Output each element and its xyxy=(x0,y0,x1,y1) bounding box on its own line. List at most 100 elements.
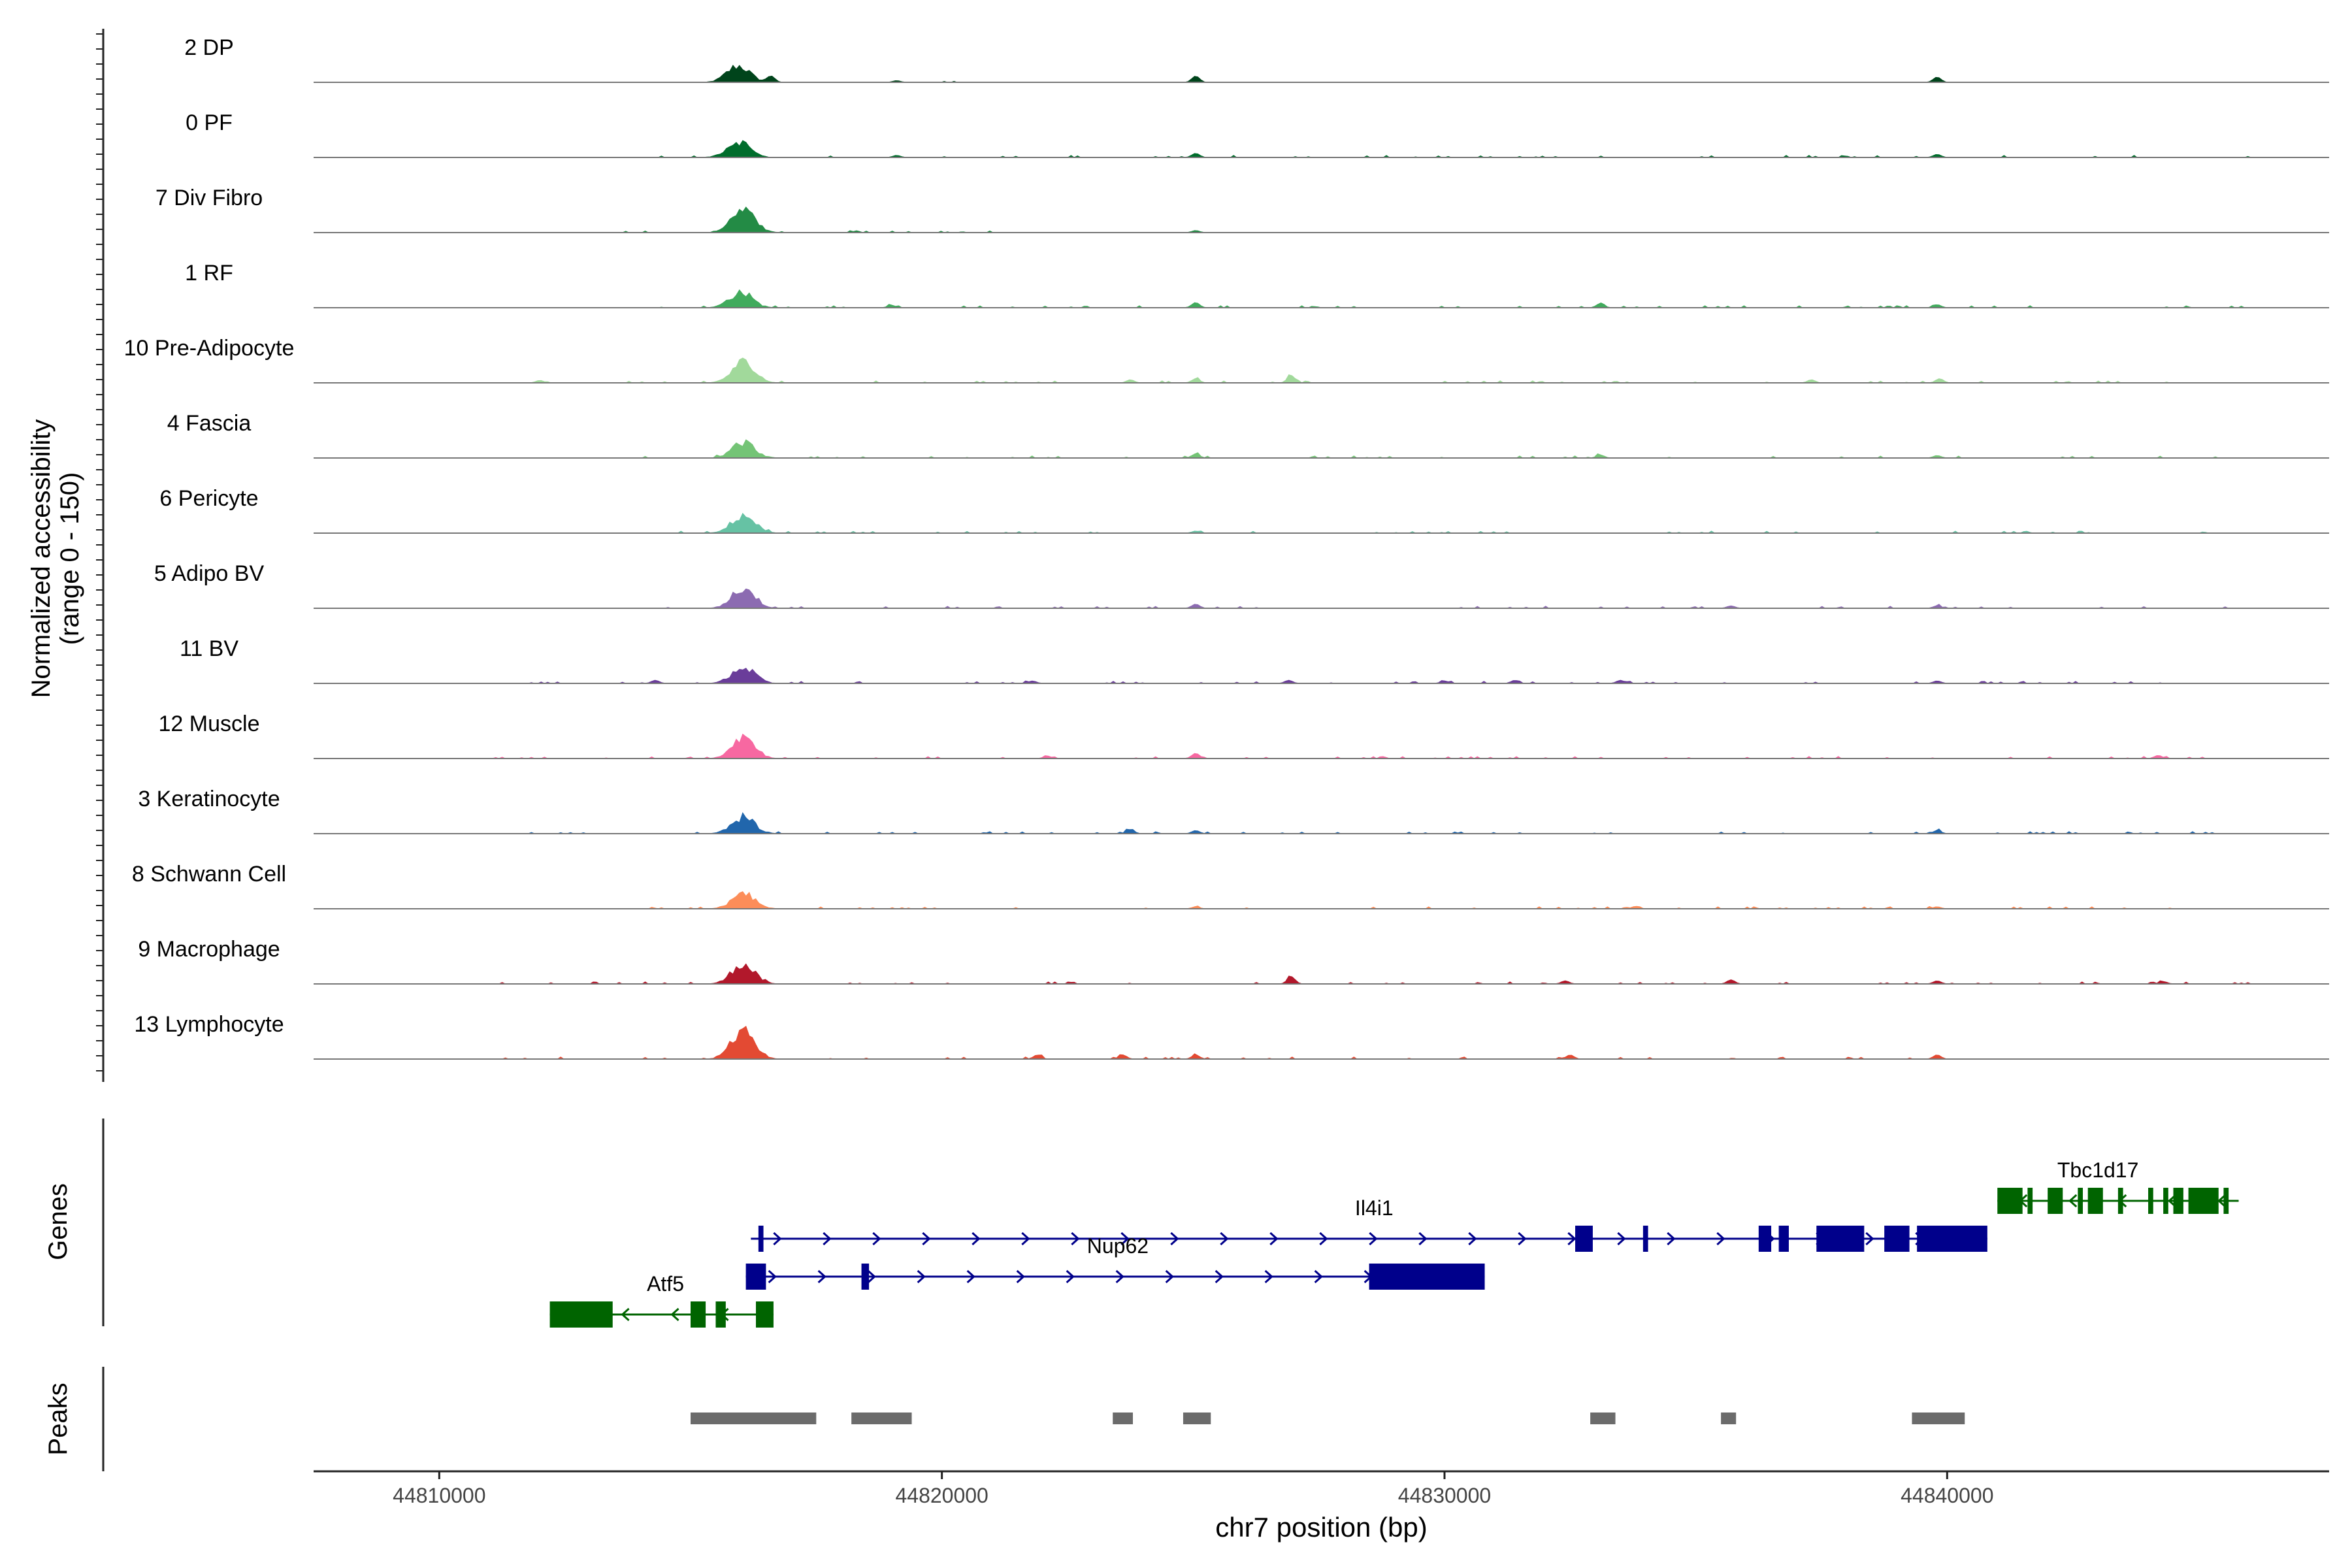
track-label: 11 BV xyxy=(180,636,238,661)
strand-arrow-icon xyxy=(1115,1269,1124,1284)
y-axis-label: Normalized accessibility xyxy=(27,419,56,698)
strand-arrow-icon xyxy=(1468,1232,1477,1246)
x-axis: 44810000 44820000 44830000 44840000 chr7 pos… xyxy=(314,1470,2329,1543)
genes-panel-label: Genes xyxy=(44,1183,73,1260)
coverage-tracks: 2 DP 0 PF 7 Div Fibro 1 RF 10 Pre-Adipocyte 4… xyxy=(124,35,2329,1060)
track-label: 2 DP xyxy=(184,35,234,60)
coverage-area xyxy=(314,140,2329,158)
coverage-area xyxy=(314,668,2329,684)
coverage-area xyxy=(314,733,2329,759)
track-1-rf: 1 RF xyxy=(185,261,2329,308)
track-label: 12 Muscle xyxy=(159,711,260,736)
gene-exon xyxy=(1816,1226,1865,1252)
track-label: 4 Fascia xyxy=(167,411,252,436)
strand-arrow-icon xyxy=(1264,1269,1273,1284)
strand-arrow-icon xyxy=(872,1232,881,1246)
coverage-area xyxy=(314,439,2329,459)
gene-exon xyxy=(2163,1188,2168,1214)
strand-arrow-icon xyxy=(773,1232,782,1246)
coverage-area xyxy=(314,1026,2329,1060)
gene-exon xyxy=(1997,1188,2023,1214)
gene-exon xyxy=(861,1264,870,1290)
gene-exon xyxy=(745,1264,766,1290)
strand-arrow-icon xyxy=(823,1232,832,1246)
peaks-panel xyxy=(690,1413,1965,1424)
strand-arrow-icon xyxy=(1518,1232,1527,1246)
peak-region xyxy=(1183,1413,1211,1424)
peak-region xyxy=(1590,1413,1616,1424)
gene-exon xyxy=(756,1301,774,1328)
track-label: 10 Pre-Adipocyte xyxy=(124,336,295,361)
track-5-adipo-bv: 5 Adipo BV xyxy=(154,561,2329,609)
track-label: 1 RF xyxy=(185,261,233,286)
strand-arrow-icon xyxy=(966,1269,975,1284)
gene-tbc1d17: Tbc1d17 xyxy=(1997,1158,2239,1214)
track-0-pf: 0 PF xyxy=(186,110,2329,158)
peak-region xyxy=(1113,1413,1134,1424)
gene-exon xyxy=(1642,1226,1648,1252)
strand-arrow-icon xyxy=(621,1307,630,1322)
track-6-pericyte: 6 Pericyte xyxy=(159,486,2329,534)
gene-exon xyxy=(1884,1226,1910,1252)
gene-exon xyxy=(1575,1226,1593,1252)
peak-region xyxy=(851,1413,912,1424)
strand-arrow-icon xyxy=(1120,1232,1130,1246)
track-label: 0 PF xyxy=(186,110,233,135)
coverage-area xyxy=(314,65,2329,83)
coverage-area xyxy=(314,811,2329,834)
gene-il4i1: Il4i1 xyxy=(751,1196,1987,1252)
strand-arrow-icon xyxy=(1418,1232,1428,1246)
gene-exon xyxy=(715,1301,726,1328)
coverage-area xyxy=(314,588,2329,609)
gene-exon xyxy=(2048,1188,2063,1214)
strand-arrow-icon xyxy=(2217,1194,2227,1208)
gene-exon xyxy=(1778,1226,1789,1252)
track-label: 9 Macrophage xyxy=(138,937,280,962)
x-tick-label: 44820000 xyxy=(895,1484,988,1507)
gene-exon xyxy=(1758,1226,1772,1252)
y-axis-ticks xyxy=(96,33,103,1071)
gene-label: Atf5 xyxy=(647,1272,684,1296)
track-label: 3 Keratinocyte xyxy=(138,787,280,811)
strand-arrow-icon xyxy=(2068,1194,2078,1208)
gene-exon xyxy=(549,1301,613,1328)
y-axis-label-range: (range 0 - 150) xyxy=(56,472,84,645)
coverage-area xyxy=(314,357,2329,384)
gene-exon xyxy=(2078,1188,2083,1214)
strand-arrow-icon xyxy=(1667,1232,1676,1246)
strand-arrow-icon xyxy=(972,1232,981,1246)
strand-arrow-icon xyxy=(867,1269,876,1284)
gene-nup62: Nup62 xyxy=(745,1234,1485,1290)
strand-arrow-icon xyxy=(1319,1232,1328,1246)
strand-arrow-icon xyxy=(817,1269,826,1284)
strand-arrow-icon xyxy=(1716,1232,1725,1246)
strand-arrow-icon xyxy=(1215,1269,1224,1284)
strand-arrow-icon xyxy=(1016,1269,1025,1284)
track-8-schwann-cell: 8 Schwann Cell xyxy=(132,862,2329,909)
track-label: 13 Lymphocyte xyxy=(134,1012,284,1037)
x-tick-label: 44840000 xyxy=(1901,1484,1993,1507)
gene-exon xyxy=(2027,1188,2033,1214)
gene-exon xyxy=(1917,1226,1987,1252)
peak-region xyxy=(1721,1413,1737,1424)
track-12-muscle: 12 Muscle xyxy=(159,711,2329,759)
track-3-keratinocyte: 3 Keratinocyte xyxy=(138,787,2329,834)
track-10-pre-adipocyte: 10 Pre-Adipocyte xyxy=(124,336,2329,384)
gene-label: Tbc1d17 xyxy=(2057,1158,2139,1182)
strand-arrow-icon xyxy=(1021,1232,1030,1246)
coverage-area xyxy=(314,963,2329,985)
track-label: 6 Pericyte xyxy=(159,486,258,511)
strand-arrow-icon xyxy=(1165,1269,1174,1284)
strand-arrow-icon xyxy=(1617,1232,1626,1246)
x-tick-label: 44810000 xyxy=(393,1484,485,1507)
track-9-macrophage: 9 Macrophage xyxy=(138,937,2329,985)
strand-arrow-icon xyxy=(1314,1269,1323,1284)
gene-exon xyxy=(2223,1188,2229,1214)
coverage-area xyxy=(314,512,2329,534)
x-axis-label: chr7 position (bp) xyxy=(1215,1512,1428,1543)
strand-arrow-icon xyxy=(1369,1232,1378,1246)
gene-annotation-panel: Tbc1d17 Il4i1 Nup62 Atf5 xyxy=(549,1158,2239,1328)
coverage-area xyxy=(314,206,2329,233)
strand-arrow-icon xyxy=(670,1307,679,1322)
strand-arrow-icon xyxy=(1567,1232,1576,1246)
